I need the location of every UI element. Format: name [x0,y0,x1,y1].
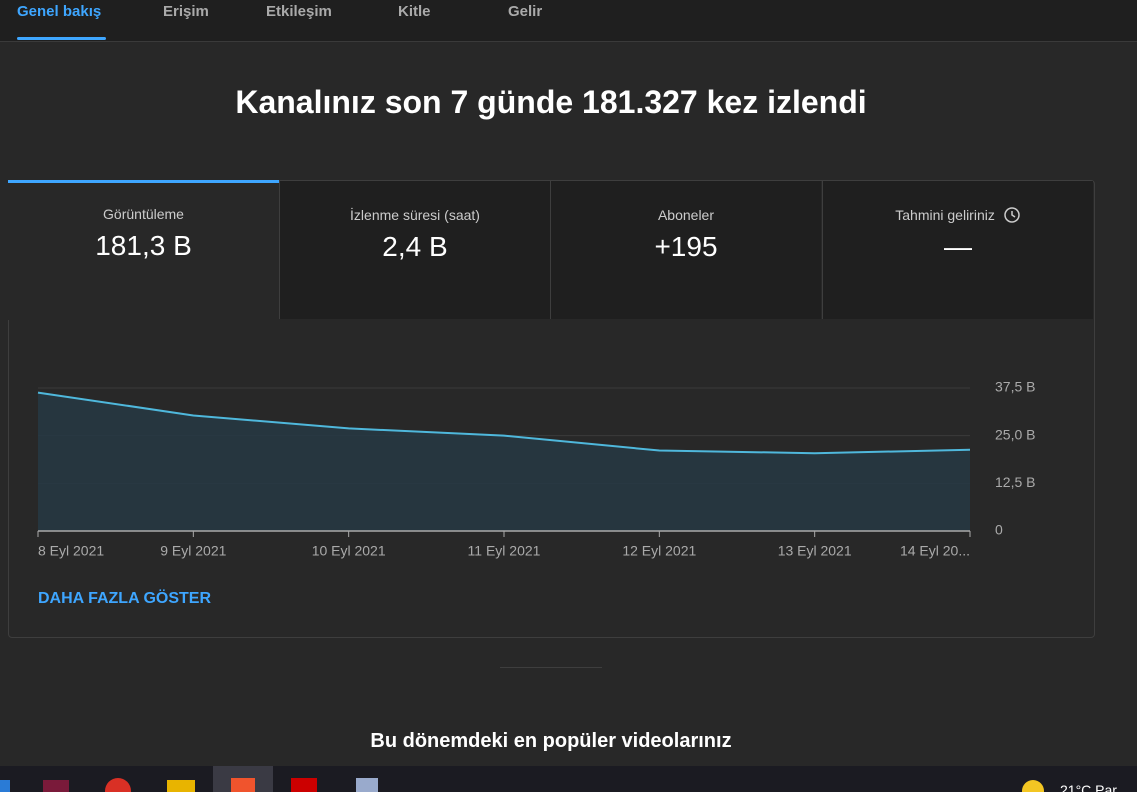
metric-label: Aboneler [657,207,715,223]
chart: 0 12,5 B 25,0 B 37,5 B 8 Eyl 2021 9 Eyl 2021 1… [37,379,1035,559]
metric-label: Görüntüleme [103,206,184,222]
x-tick-label: 14 Eyl 20... [900,543,970,559]
area [38,392,970,531]
app-icon[interactable] [231,778,255,792]
app-icon[interactable] [43,780,69,792]
metric-value: — [944,231,972,262]
weather: 21°C Par [1060,782,1117,792]
metric-label: Tahmini geliriniz [895,207,995,223]
metric-value: +195 [654,231,718,262]
weather-icon [1022,780,1044,792]
metric-value: 181,3 B [95,230,192,261]
y-tick-label: 0 [995,522,1003,538]
y-tick-label: 37,5 B [995,379,1035,395]
tab[interactable]: Etkileşim [266,3,332,20]
x-tick-label: 9 Eyl 2021 [160,543,226,559]
tab-bar: Genel bakış Erişim Etkileşim Kitle Gelir [0,0,1137,42]
x-tick-label: 11 Eyl 2021 [468,543,541,559]
tab-indicator [17,37,106,40]
y-tick-label: 12,5 B [995,474,1035,490]
x-tick-label: 10 Eyl 2021 [312,543,386,559]
x-tick-label: 8 Eyl 2021 [38,543,104,559]
app-icon[interactable] [356,778,378,792]
x-tick-label: 12 Eyl 2021 [622,543,696,559]
metric-tab[interactable]: Aboneler +195 [550,181,821,319]
metric-tab[interactable]: Tahmini geliriniz — [822,181,1093,319]
clock-icon [1003,207,1020,223]
metric-label: İzlenme süresi (saat) [350,207,480,223]
metric-value: 2,4 B [382,231,448,262]
taskbar: 21°C Par [0,766,1137,792]
tab[interactable]: Kitle [398,3,431,20]
more-link[interactable]: DAHA FAZLA GÖSTER [38,590,212,607]
app-icon[interactable] [105,778,131,792]
metric-tab[interactable]: İzlenme süresi (saat) 2,4 B [279,181,550,319]
y-tick-label: 25,0 B [995,426,1035,442]
metrics-card [8,180,1095,638]
divider [500,667,602,668]
metric-label-row: Tahmini geliriniz [823,207,1093,223]
app-icon[interactable] [291,778,317,792]
section-title: Bu dönemdeki en popüler videolarınız [370,730,732,752]
app-icon[interactable] [167,780,195,792]
tab[interactable]: Gelir [508,3,543,20]
metric-tab[interactable]: Görüntüleme 181,3 B [8,180,279,320]
tab[interactable]: Genel bakış [17,3,102,20]
app-icon[interactable] [0,780,10,792]
line [37,391,971,455]
x-tick-label: 13 Eyl 2021 [778,543,852,559]
headline: Kanalınız son 7 günde 181.327 kez izlend… [235,84,867,120]
tab[interactable]: Erişim [163,3,209,20]
